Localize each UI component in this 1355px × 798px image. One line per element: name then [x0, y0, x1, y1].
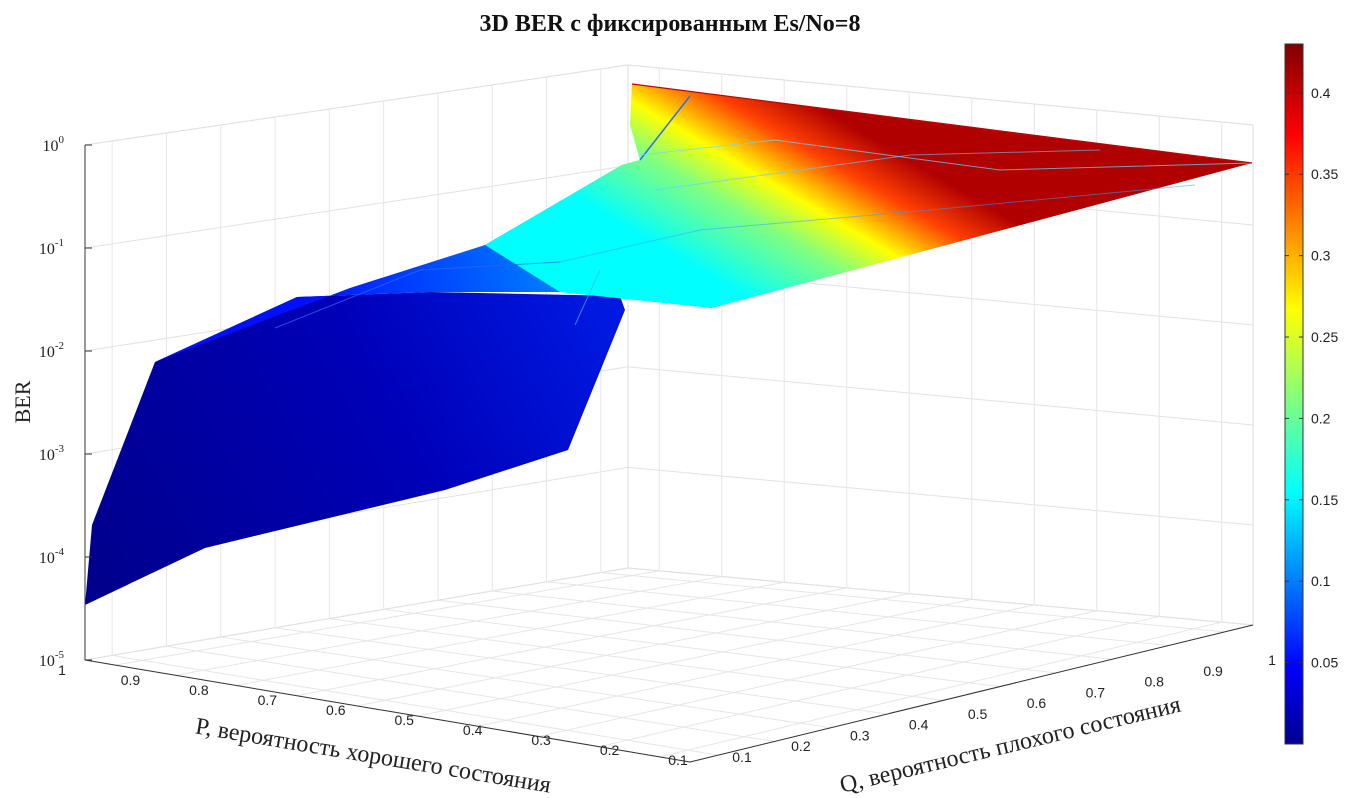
colorbar: 0.05 0.1 0.15 0.2 0.25 0.3 0.35 0.4 [1284, 43, 1338, 745]
surface-top-patch [485, 84, 1252, 308]
grid-line [437, 599, 1057, 674]
p-tick-label: 1 [58, 662, 66, 678]
grid-line [599, 615, 1160, 748]
grid-line [627, 366, 1254, 426]
p-tick-label: 0.3 [531, 732, 551, 748]
grid-line [236, 581, 785, 686]
surface-mesh-line [274, 261, 561, 329]
grid-line [296, 587, 847, 697]
colorbar-tick-label: 0.1 [1311, 573, 1331, 589]
surface-edge-top [631, 83, 1253, 164]
q-tick-label: 0.5 [968, 706, 988, 722]
z-tick-label: 10-4 [39, 546, 65, 567]
z-tick-label: 10-3 [39, 443, 65, 464]
q-tick-label: 0.9 [1203, 663, 1223, 679]
chart-title: 3D BER с фиксированным Es/No=8 [480, 11, 861, 37]
grid-line [274, 627, 888, 715]
q-tick-label: 0.3 [850, 727, 870, 743]
surface-front-patch [85, 292, 625, 605]
grid-line [383, 608, 1000, 688]
q-tick-label: 0.4 [909, 717, 929, 733]
surface-mesh-line [559, 184, 1196, 263]
z-tick-label: 100 [43, 134, 65, 155]
surface-mesh-line [654, 149, 1101, 191]
p-axis-line [84, 659, 691, 763]
surface-mesh-line [639, 95, 691, 161]
q-axis-line [689, 624, 1254, 763]
q-axis-ticks: 0.1 0.2 0.3 0.4 0.5 0.6 0.7 0.8 0.9 1 [732, 652, 1276, 765]
colorbar-tick-label: 0.05 [1311, 655, 1338, 671]
colorbar-tick-label: 0.35 [1311, 166, 1338, 182]
p-tick-label: 0.8 [189, 682, 209, 698]
grid-line [478, 604, 1035, 727]
grid-line [492, 590, 1113, 660]
grid-line [627, 64, 1254, 126]
p-tick-label: 0.9 [121, 672, 141, 688]
colorbar-tick-label: 0.2 [1311, 410, 1331, 426]
grid-line [112, 654, 719, 756]
grid-line [357, 593, 910, 707]
colorbar-tick-label: 0.25 [1311, 329, 1338, 345]
z-tick-label: 10-1 [39, 237, 64, 258]
grid-line [329, 618, 944, 701]
p-tick-label: 0.6 [326, 702, 346, 718]
grid-line [659, 621, 1222, 758]
p-tick-label: 0.5 [394, 712, 414, 728]
z-axis-label: BER [10, 380, 35, 423]
grid-line [538, 610, 1097, 737]
ber-surface [85, 83, 1253, 605]
colorbar-tick-label: 0.3 [1311, 248, 1331, 264]
grid-line [627, 567, 1254, 626]
q-tick-label: 0.8 [1144, 674, 1164, 690]
p-tick-label: 0.7 [258, 692, 278, 708]
grid-line [546, 581, 1169, 647]
colorbar-ticks: 0.05 0.1 0.15 0.2 0.25 0.3 0.35 0.4 [1285, 85, 1338, 671]
grid-line [84, 165, 629, 249]
grid-line [417, 598, 972, 717]
colorbar-tick-label: 0.4 [1311, 85, 1331, 101]
colorbar-tick-label: 0.15 [1311, 492, 1338, 508]
grid-line [600, 572, 1225, 633]
surface-mesh-line [574, 269, 601, 326]
colorbar-gradient [1284, 43, 1304, 745]
grid-line [627, 466, 1254, 526]
grid-line [115, 570, 660, 666]
q-tick-label: 0.6 [1027, 695, 1047, 711]
q-tick-label: 1 [1268, 652, 1276, 668]
p-tick-label: 0.2 [600, 742, 620, 758]
surface-mesh-line [639, 139, 1253, 171]
q-tick-label: 0.2 [791, 738, 811, 754]
grid-line [220, 636, 831, 729]
grid-line [166, 645, 775, 742]
grid-line [175, 576, 722, 676]
grid-line [84, 567, 629, 661]
q-tick-label: 0.7 [1086, 684, 1106, 700]
q-tick-label: 0.1 [732, 749, 752, 765]
grid-line [84, 64, 629, 146]
z-tick-label: 10-2 [39, 340, 64, 361]
